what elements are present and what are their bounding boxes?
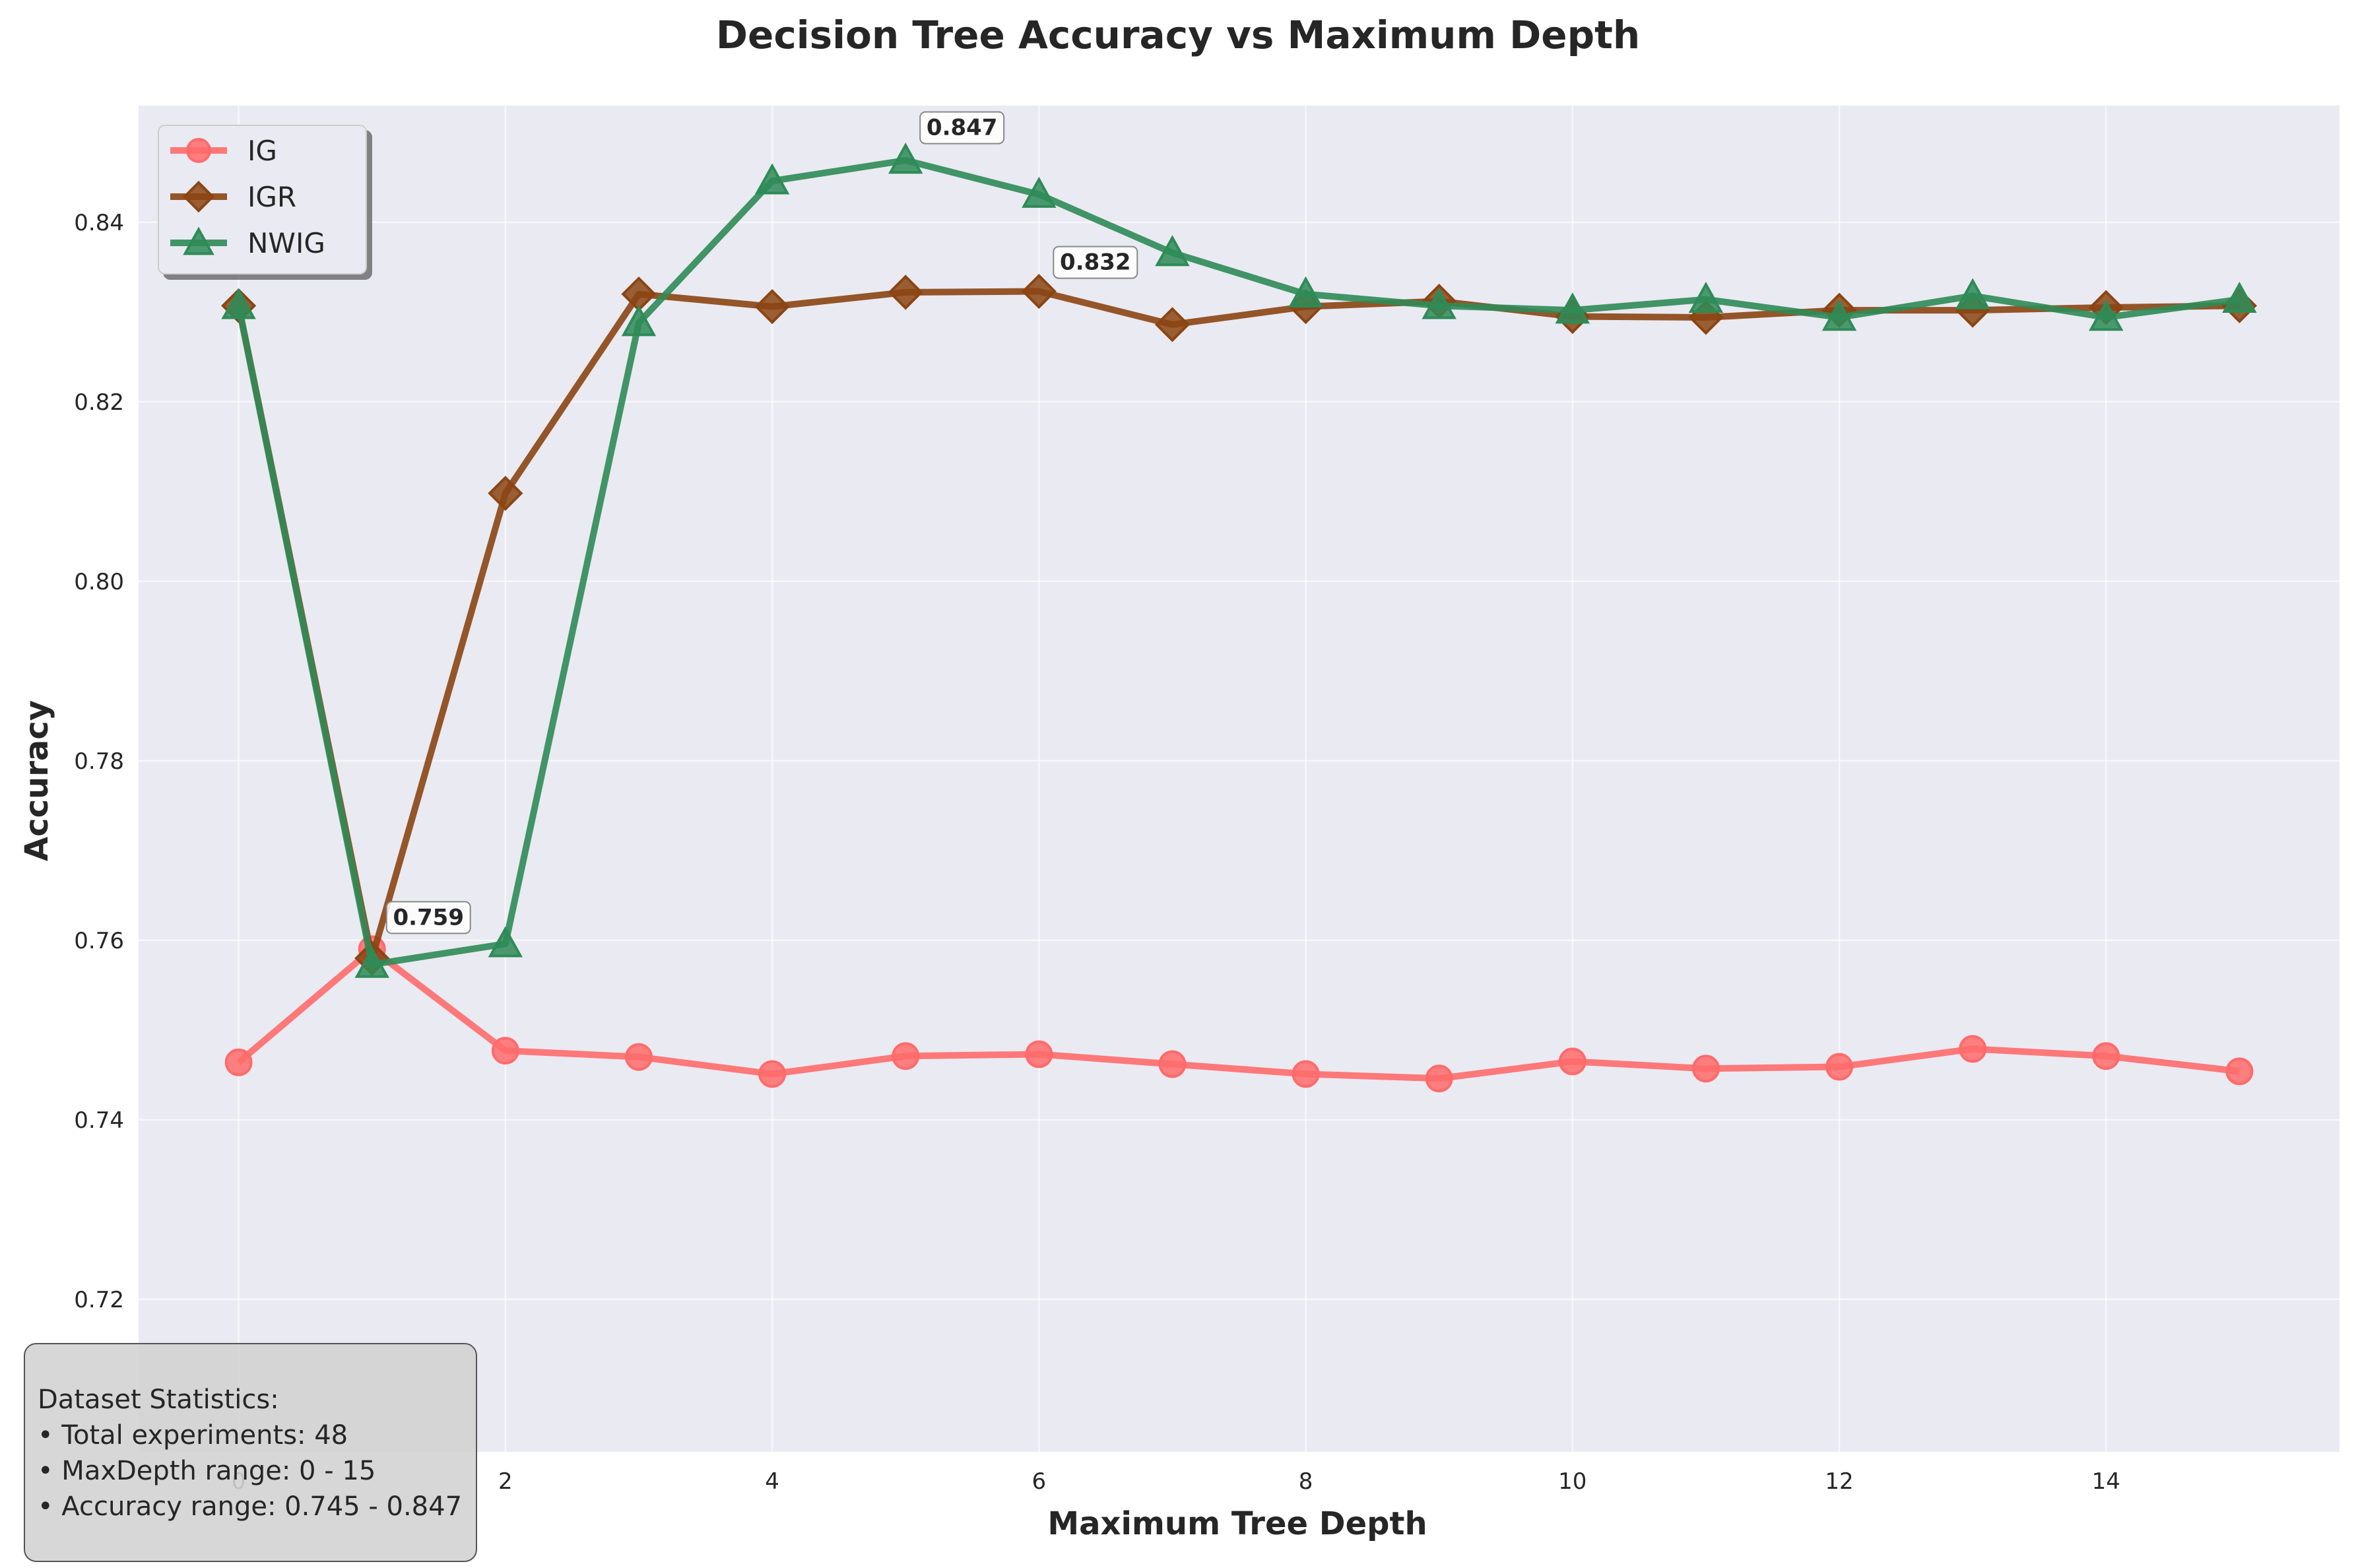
y-tick-label: 0.74 xyxy=(74,1107,124,1134)
stats-box: Dataset Statistics: • Total experiments:… xyxy=(24,1343,477,1562)
series-layer xyxy=(221,143,2257,1093)
legend-item-ig: IG xyxy=(170,135,277,167)
data-point-nwig xyxy=(1288,276,1323,308)
data-point-igr xyxy=(488,475,523,511)
data-point-nwig xyxy=(621,305,657,337)
legend-marker xyxy=(186,138,211,163)
x-tick-label: 4 xyxy=(765,1468,779,1495)
x-tick-label: 12 xyxy=(1825,1468,1853,1495)
data-point-ig xyxy=(1558,1047,1587,1076)
legend-item-nwig: NWIG xyxy=(170,226,325,259)
x-tick-label: 2 xyxy=(498,1468,513,1495)
stats-heading: Dataset Statistics: xyxy=(38,1385,279,1415)
stats-box-background xyxy=(24,1343,477,1562)
data-point-nwig xyxy=(488,926,523,958)
data-point-igr xyxy=(888,275,923,310)
x-tick-label: 8 xyxy=(1299,1468,1313,1495)
stats-line-accuracy-range: • Accuracy range: 0.745 - 0.847 xyxy=(38,1491,462,1522)
data-point-nwig xyxy=(754,163,790,195)
data-point-ig xyxy=(491,1037,519,1065)
annotation-label: 0.847 xyxy=(927,115,998,141)
data-point-igr xyxy=(1154,307,1191,343)
legend-label: NWIG xyxy=(247,227,325,259)
data-point-ig xyxy=(892,1042,920,1070)
series-line-igr xyxy=(235,288,2240,962)
x-tick-label: 14 xyxy=(2092,1468,2120,1495)
annotation-label: 0.832 xyxy=(1060,249,1131,276)
data-point-ig xyxy=(1025,1040,1053,1068)
y-axis-title: Accuracy xyxy=(18,700,55,861)
data-point-ig xyxy=(758,1060,787,1088)
data-point-ig xyxy=(1158,1050,1187,1078)
series-nwig xyxy=(221,143,2257,978)
data-point-ig xyxy=(1425,1064,1453,1093)
legend-marker xyxy=(182,180,215,213)
annotation: 0.759 xyxy=(385,901,471,934)
data-point-nwig xyxy=(888,143,923,174)
legend-label: IGR xyxy=(247,181,296,213)
data-point-ig xyxy=(1691,1055,1720,1083)
chart-title: Decision Tree Accuracy vs Maximum Depth xyxy=(716,13,1640,57)
data-point-nwig xyxy=(1555,292,1590,324)
stats-line-depth-range: • MaxDepth range: 0 - 15 xyxy=(38,1456,376,1486)
y-tick-label: 0.72 xyxy=(74,1287,124,1313)
annotation-label: 0.759 xyxy=(393,904,464,931)
data-point-ig xyxy=(1292,1060,1320,1088)
data-point-nwig xyxy=(354,946,389,978)
data-point-nwig xyxy=(221,288,256,319)
data-point-ig xyxy=(1959,1035,1987,1063)
y-tick-label: 0.76 xyxy=(74,928,124,954)
y-tick-label: 0.82 xyxy=(74,389,124,416)
data-point-ig xyxy=(624,1043,653,1071)
data-point-igr xyxy=(1021,273,1057,310)
series-line-nwig xyxy=(235,156,2241,968)
legend-item-igr: IGR xyxy=(170,180,296,213)
data-point-nwig xyxy=(1422,288,1456,319)
stats-line-experiments: • Total experiments: 48 xyxy=(38,1420,348,1451)
data-point-nwig xyxy=(2222,281,2257,313)
series-line-ig xyxy=(236,946,2240,1082)
tick-labels: 024681012140.720.740.760.780.800.820.84 xyxy=(74,210,2120,1495)
data-point-nwig xyxy=(1022,176,1057,208)
data-point-ig xyxy=(2225,1057,2254,1086)
legend-label: IG xyxy=(247,135,277,167)
series-ig xyxy=(224,935,2254,1093)
data-point-nwig xyxy=(1821,300,1857,331)
y-tick-label: 0.80 xyxy=(74,569,124,595)
data-point-nwig xyxy=(1155,235,1190,267)
x-tick-label: 10 xyxy=(1558,1468,1587,1495)
legend-frame xyxy=(158,125,367,275)
data-point-nwig xyxy=(1688,281,1724,313)
data-point-nwig xyxy=(1955,278,1990,310)
x-axis-title: Maximum Tree Depth xyxy=(1047,1505,1427,1542)
data-point-ig xyxy=(224,1048,253,1076)
y-tick-label: 0.84 xyxy=(74,210,124,236)
annotation-layer: 0.759 0.832 0.847 xyxy=(385,111,1138,934)
data-point-igr xyxy=(754,289,790,325)
legend: IG IGR NWIG xyxy=(158,125,367,275)
x-tick-label: 6 xyxy=(1031,1468,1046,1495)
annotation-box xyxy=(385,901,471,934)
data-point-ig xyxy=(2092,1042,2120,1070)
annotation: 0.832 xyxy=(1053,245,1138,279)
annotation-box xyxy=(919,111,1005,145)
annotation: 0.847 xyxy=(919,111,1005,145)
annotation-box xyxy=(1053,245,1138,279)
data-point-ig xyxy=(1825,1053,1854,1081)
data-point-nwig xyxy=(2089,300,2124,331)
legend-marker xyxy=(183,226,214,255)
y-tick-label: 0.78 xyxy=(74,748,124,775)
